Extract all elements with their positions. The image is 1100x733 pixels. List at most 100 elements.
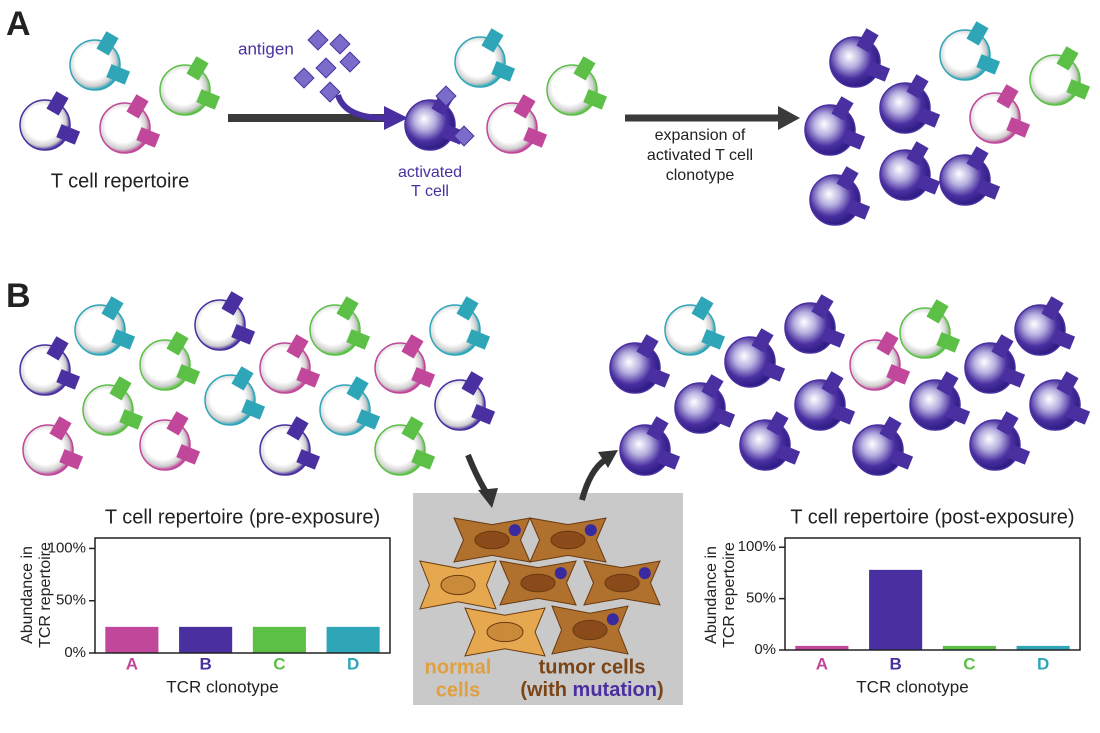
receptor [411, 449, 436, 470]
t-cell [899, 299, 961, 359]
receptor [976, 179, 1001, 200]
x-tick-label: B [889, 654, 901, 673]
arrow-head [598, 450, 618, 468]
receptor [356, 409, 381, 430]
y-axis-label: Abundance in [19, 546, 36, 644]
t-cell [429, 296, 491, 356]
receptor [831, 96, 854, 121]
expansion-label: activated T cell [647, 147, 753, 164]
receptor [996, 411, 1019, 436]
t-cell [879, 74, 941, 134]
receptor [346, 329, 371, 350]
tumor-cell [583, 560, 661, 606]
receptor [976, 54, 1001, 75]
receptor [491, 61, 516, 82]
receptor [286, 334, 309, 359]
receptor [821, 327, 846, 348]
receptor [876, 331, 899, 356]
antigen [435, 85, 457, 107]
t-cell [1029, 371, 1091, 431]
x-axis-label: TCR clonotype [856, 677, 968, 696]
nucleus [550, 530, 586, 550]
receptor [1056, 371, 1079, 396]
nucleus [440, 574, 476, 596]
antigen [453, 125, 475, 147]
receptor [1006, 117, 1031, 138]
receptor [401, 416, 424, 441]
receptor [841, 129, 866, 150]
receptor [906, 74, 929, 99]
receptor [513, 94, 536, 119]
receptor [966, 21, 989, 46]
nucleus [486, 621, 524, 643]
receptor [466, 329, 491, 350]
receptor [166, 411, 189, 436]
receptor [836, 166, 859, 191]
receptor [1051, 329, 1076, 350]
t-cell [309, 296, 371, 356]
receptor [221, 291, 244, 316]
receptor [1066, 79, 1091, 100]
panel-label: A [6, 5, 31, 43]
receptor [106, 64, 131, 85]
nucleus [520, 573, 556, 593]
receptor [101, 296, 124, 321]
receptor [636, 334, 659, 359]
t-cell [964, 334, 1026, 394]
antigen [315, 57, 337, 79]
receptor [573, 56, 596, 81]
y-tick-label: 100% [48, 539, 86, 556]
normal-label: normal [425, 656, 492, 678]
t-cell [1014, 296, 1076, 356]
receptor [1041, 296, 1064, 321]
t-cell [829, 28, 891, 88]
t-cell [19, 336, 81, 396]
mutation-word: mutation [573, 679, 657, 701]
receptor [926, 299, 949, 324]
t-cell [374, 416, 436, 476]
chart-title: T cell repertoire (pre-exposure) [105, 506, 380, 528]
t-cell [804, 96, 866, 156]
panel-label: B [6, 277, 31, 315]
t-cell [259, 334, 321, 394]
axes-box [94, 537, 391, 654]
t-cell [486, 94, 548, 154]
mutation-label: (with mutation) [520, 679, 663, 701]
receptor [766, 411, 789, 436]
t-cell [139, 411, 201, 471]
t-cell [969, 411, 1031, 471]
receptor [461, 371, 484, 396]
arrow-head [478, 488, 498, 508]
receptor [886, 364, 911, 385]
arrow-head [384, 106, 408, 130]
axes-box [784, 537, 1081, 651]
t-cell [939, 146, 1001, 206]
normal-cell [419, 560, 497, 610]
receptor [109, 376, 132, 401]
tumor-label: tumor cells [539, 656, 646, 678]
normal-label: cells [436, 679, 480, 701]
receptor [59, 449, 84, 470]
t-cell [194, 291, 256, 351]
receptor [96, 31, 119, 56]
receptor [691, 296, 714, 321]
receptor [946, 404, 971, 425]
receptor [776, 444, 801, 465]
normal-cell [464, 607, 546, 657]
t-cell [1029, 46, 1091, 106]
receptor [136, 127, 161, 148]
mutation-dot [508, 524, 521, 537]
receptor [583, 89, 608, 110]
activated-label: activated [398, 164, 462, 181]
x-tick-label: A [126, 654, 138, 673]
x-tick-label: C [273, 654, 285, 673]
receptor [166, 331, 189, 356]
bar [326, 626, 380, 653]
receptor [176, 444, 201, 465]
receptor [996, 84, 1019, 109]
t-cell [74, 296, 136, 356]
receptor [231, 366, 254, 391]
t-cell [852, 416, 914, 476]
t-cell [99, 94, 161, 154]
antigen [293, 67, 315, 89]
